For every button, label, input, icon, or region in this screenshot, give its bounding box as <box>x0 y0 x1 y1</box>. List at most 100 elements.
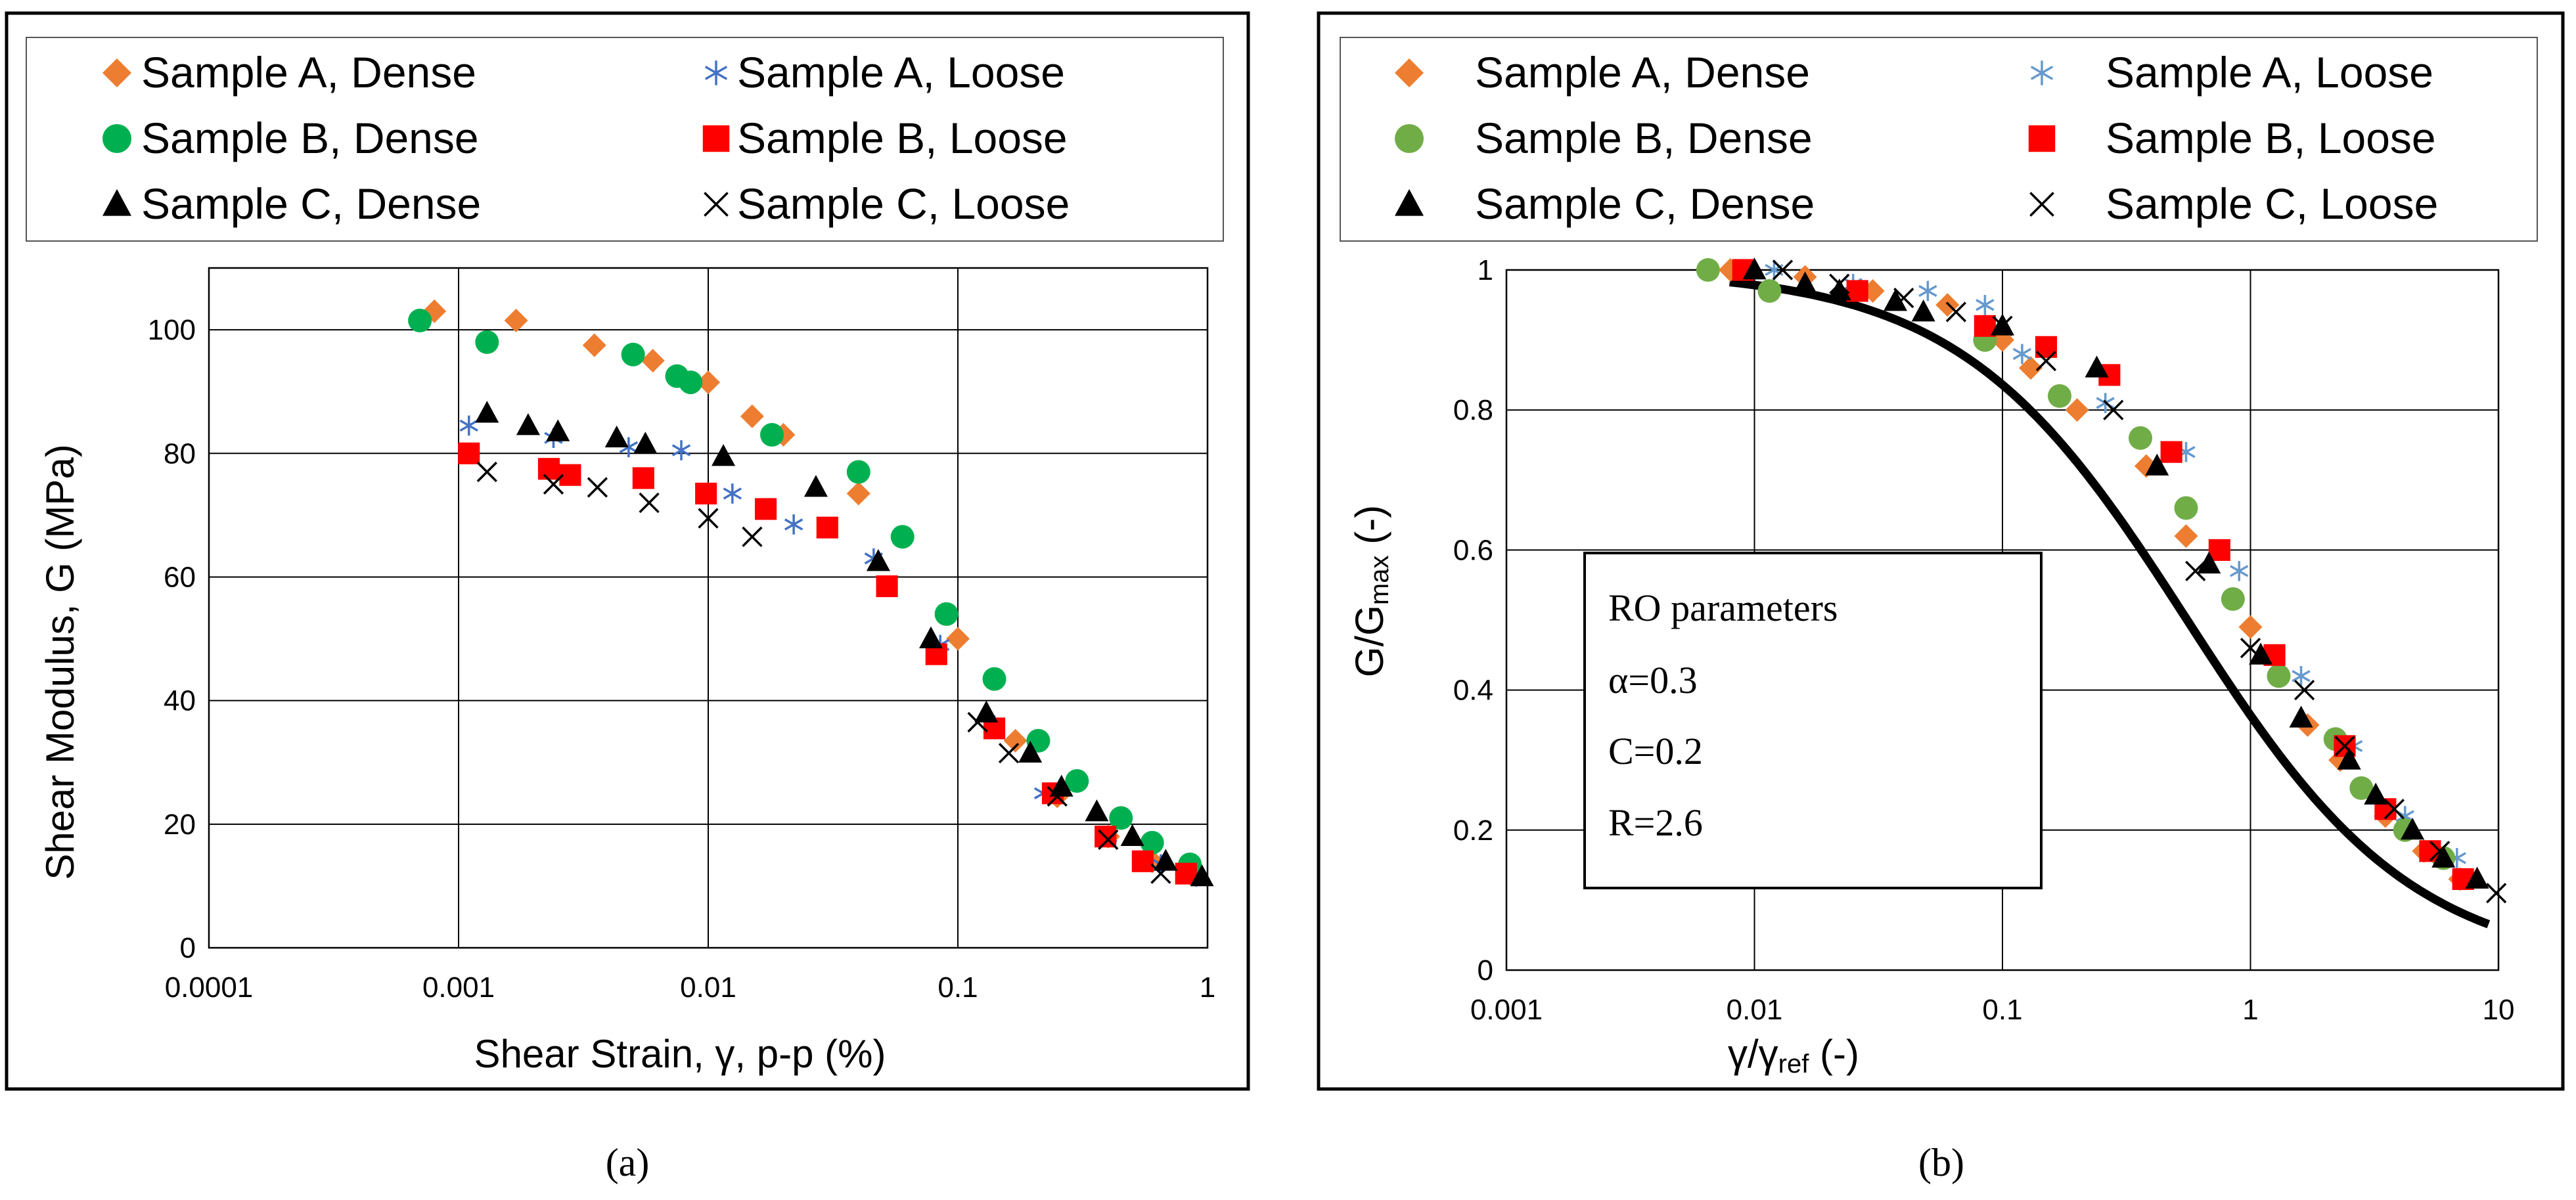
b-point-4-13 <box>2401 817 2425 840</box>
a-point-4-7 <box>866 549 890 571</box>
a-point-4-2-shape <box>546 419 570 441</box>
b-legend-label-4: Sample C, Dense <box>1475 179 1815 228</box>
b-point-5-10-shape <box>2334 736 2355 757</box>
a-point-3-4-shape <box>695 482 717 504</box>
panel-label-a: (a) <box>606 1141 650 1184</box>
b-point-5-5 <box>2035 350 2057 372</box>
b-point-4-4 <box>1911 300 1935 322</box>
a-point-0-2 <box>582 333 606 357</box>
a-point-2-8 <box>934 602 959 626</box>
a-point-3-6 <box>816 516 838 539</box>
a-point-2-6-shape <box>846 460 870 484</box>
a-point-4-5-shape <box>712 444 736 466</box>
a-point-3-5-shape <box>755 498 777 520</box>
b-legend-marker-5-shape <box>2029 192 2054 217</box>
b-point-4-8-shape <box>2197 551 2221 574</box>
b-legend-marker-0-shape <box>1395 58 1424 87</box>
a-x-tick-label-2: 0.01 <box>680 971 736 1004</box>
b-point-2-7-shape <box>2267 664 2291 688</box>
a-point-4-4 <box>633 432 658 454</box>
b-legend-label-2: Sample B, Dense <box>1475 114 1813 162</box>
b-point-0-6 <box>2065 398 2089 422</box>
a-point-0-7 <box>846 481 870 506</box>
b-point-2-0 <box>1696 258 1720 282</box>
b-point-2-5 <box>2174 496 2198 520</box>
b-point-4-1 <box>1793 271 1817 294</box>
b-point-5-13 <box>2486 883 2507 904</box>
a-point-5-6-shape <box>967 711 988 733</box>
a-point-5-9 <box>1098 829 1119 850</box>
ro-fit-curve <box>1729 278 2491 929</box>
a-point-4-2 <box>546 419 570 441</box>
b-legend-marker-1-shape <box>2030 60 2054 85</box>
b-point-5-6 <box>2103 399 2124 420</box>
a-legend-marker-1 <box>704 60 728 85</box>
x-axis-title-b-sub: ref <box>1778 1050 1810 1078</box>
b-point-4-11 <box>2337 747 2361 770</box>
a-legend-marker-5 <box>704 192 729 217</box>
a-legend-label-5: Sample C, Loose <box>737 179 1070 228</box>
b-point-2-6-shape <box>2221 587 2245 611</box>
b-point-1-3 <box>1976 295 1995 315</box>
b-point-5-3-shape <box>1945 301 1967 322</box>
b-point-2-3 <box>2047 384 2071 408</box>
a-point-3-12-shape <box>1131 850 1154 872</box>
a-point-2-13-shape <box>1140 831 1164 855</box>
a-point-1-4-shape <box>723 483 742 504</box>
a-series-5 <box>476 461 1171 884</box>
b-legend-label-3: Sample B, Loose <box>2106 114 2436 162</box>
b-plot-frame <box>1505 269 2500 971</box>
b-point-1-7 <box>2230 561 2249 581</box>
a-point-4-11 <box>1049 774 1073 797</box>
y-axis-title-b: G/Gmax (-) <box>1347 505 1394 677</box>
a-point-4-0 <box>475 401 499 423</box>
a-point-3-5 <box>755 498 777 520</box>
b-x-tick-label-4: 10 <box>2483 994 2515 1026</box>
a-point-2-7-shape <box>890 525 915 549</box>
b-point-5-0 <box>1772 259 1794 280</box>
a-point-3-1-shape <box>537 458 560 480</box>
a-point-5-9-shape <box>1098 829 1119 850</box>
a-point-5-0-shape <box>476 461 497 483</box>
b-point-4-10 <box>2289 705 2313 728</box>
legend-b: Sample A, Dense Sample A, Loose Sample B, … <box>1395 48 2438 228</box>
a-point-1-0 <box>459 415 478 436</box>
b-y-tick-label-2: 0.4 <box>1453 675 1493 707</box>
b-point-4-11-shape <box>2337 747 2361 770</box>
a-y-tick-label-4: 80 <box>164 437 196 470</box>
a-point-4-9 <box>974 700 999 722</box>
a-point-2-4 <box>679 370 703 395</box>
b-legend-label-0: Sample A, Dense <box>1475 48 1810 97</box>
b-point-4-3-shape <box>1883 289 1907 311</box>
b-x-tick-label-0: 0.001 <box>1470 994 1543 1026</box>
b-point-5-12-shape <box>2429 841 2451 862</box>
a-y-tick-label-2: 40 <box>164 685 196 717</box>
panel-label-b: (b) <box>1918 1141 1964 1184</box>
b-legend-marker-2-shape <box>1395 124 1424 153</box>
b-point-4-14 <box>2431 845 2456 868</box>
a-point-0-4-shape <box>696 370 720 395</box>
a-point-5-5 <box>742 526 763 547</box>
b-point-5-4 <box>1992 315 2013 336</box>
a-point-4-1-shape <box>516 413 540 435</box>
b-point-2-6 <box>2221 587 2245 611</box>
b-point-4-12 <box>2364 782 2388 805</box>
a-point-4-15 <box>1190 864 1214 887</box>
b-point-5-9-shape <box>2294 679 2315 701</box>
x-axis-title-a: Shear Strain, γ, p-p (%) <box>474 1032 886 1076</box>
b-legend-marker-2 <box>1395 124 1424 153</box>
b-point-4-2 <box>1827 278 1851 301</box>
b-point-5-1-shape <box>1829 273 1850 294</box>
b-point-5-2 <box>1893 288 1914 309</box>
b-point-2-5-shape <box>2174 496 2198 520</box>
a-point-2-7 <box>890 525 915 549</box>
a-point-4-12-shape <box>1085 799 1109 822</box>
b-y-tick-label-5: 1 <box>1478 254 1493 286</box>
a-point-4-1 <box>516 413 540 435</box>
b-point-1-2-shape <box>1918 280 1937 301</box>
a-point-4-12 <box>1085 799 1109 822</box>
a-legend-label-0: Sample A, Dense <box>141 48 476 97</box>
a-point-0-4 <box>696 370 720 395</box>
chart-panel-a: Sample A, Dense Sample A, Loose Sample B, … <box>5 11 1250 1091</box>
a-point-0-5 <box>740 404 764 428</box>
